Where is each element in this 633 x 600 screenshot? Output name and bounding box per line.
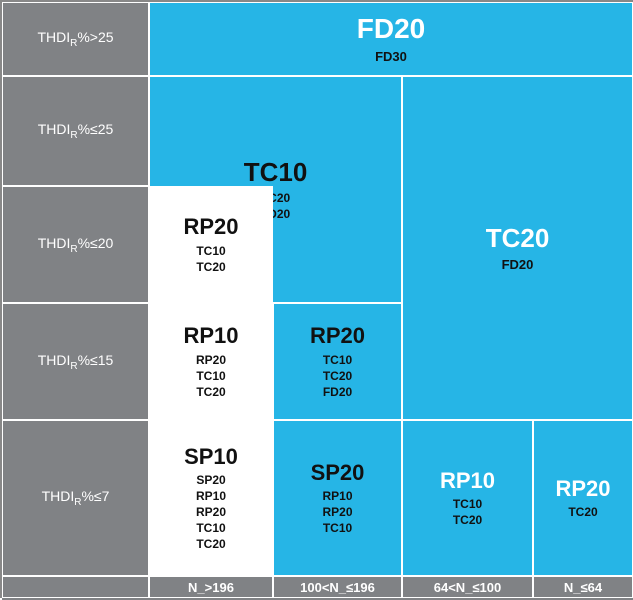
- row-header-3: THDIR%≤15: [2, 303, 149, 420]
- cell-subtitle: TC10: [453, 497, 482, 511]
- row-header-label: THDIR%≤25: [38, 121, 114, 141]
- col-header-0: N_>196: [149, 576, 273, 598]
- cell-subtitle: TC10: [323, 353, 352, 367]
- cell-subtitle: TC10: [196, 369, 225, 383]
- cell-subtitle: FD20: [323, 385, 352, 399]
- matrix-cell-5: RP20 TC10 TC20 FD20: [273, 303, 402, 420]
- cell-title: SP10: [184, 445, 238, 469]
- cell-subtitle: TC10: [323, 521, 352, 535]
- cell-subtitle: RP10: [196, 489, 226, 503]
- cell-subtitle: RP20: [196, 505, 226, 519]
- matrix-cell-6: SP10 SP20 RP10 RP20 TC10 TC20: [149, 420, 273, 576]
- matrix-cell-2: TC20 FD20: [402, 76, 633, 420]
- col-header-2: 64<N_≤100: [402, 576, 533, 598]
- cell-title: RP20: [183, 215, 238, 239]
- classification-matrix: THDIR%>25 THDIR%≤25 THDIR%≤20 THDIR%≤15 THDI…: [0, 0, 633, 598]
- cell-title: TC10: [244, 158, 308, 187]
- row-header-label: THDIR%≤7: [42, 488, 110, 508]
- col-header-3: N_≤64: [533, 576, 633, 598]
- cell-title: SP20: [311, 461, 365, 485]
- row-header-label: THDIR%>25: [37, 29, 113, 49]
- cell-subtitles: RP10 RP20 TC10: [322, 489, 352, 535]
- row-header-1: THDIR%≤25: [2, 76, 149, 186]
- cell-title: FD20: [357, 14, 425, 45]
- cell-subtitle: TC20: [196, 537, 225, 551]
- cell-title: RP20: [310, 324, 365, 348]
- cell-subtitle: RP10: [322, 489, 352, 503]
- col-header-spacer: [2, 576, 149, 598]
- cell-title: RP10: [183, 324, 238, 348]
- cell-subtitle: RP20: [322, 505, 352, 519]
- cell-subtitle: TC20: [453, 513, 482, 527]
- cell-subtitles: FD20: [502, 257, 534, 272]
- cell-subtitle: TC20: [196, 260, 225, 274]
- cell-subtitles: SP20 RP10 RP20 TC10 TC20: [196, 473, 226, 551]
- cell-subtitles: RP20 TC10 TC20: [196, 353, 226, 399]
- cell-subtitle: TC20: [568, 505, 597, 519]
- matrix-cell-0: FD20 FD30: [149, 2, 633, 76]
- matrix-cell-3: RP20 TC10 TC20: [149, 186, 273, 303]
- cell-subtitles: TC10 TC20: [453, 497, 482, 527]
- cell-title: TC20: [486, 224, 550, 253]
- col-header-1: 100<N_≤196: [273, 576, 402, 598]
- row-header-label: THDIR%≤15: [38, 352, 114, 372]
- cell-subtitle: TC20: [196, 385, 225, 399]
- cell-subtitle: TC20: [323, 369, 352, 383]
- row-header-4: THDIR%≤7: [2, 420, 149, 576]
- row-header-label: THDIR%≤20: [38, 235, 114, 255]
- row-header-0: THDIR%>25: [2, 2, 149, 76]
- cell-title: RP20: [555, 477, 610, 501]
- cell-subtitle: TC10: [196, 244, 225, 258]
- cell-subtitles: TC10 TC20: [196, 244, 225, 274]
- matrix-cell-9: RP20 TC20: [533, 420, 633, 576]
- matrix-cell-7: SP20 RP10 RP20 TC10: [273, 420, 402, 576]
- cell-subtitle: RP20: [196, 353, 226, 367]
- cell-subtitle: FD20: [502, 257, 534, 272]
- cell-subtitles: TC10 TC20 FD20: [323, 353, 352, 399]
- matrix-cell-8: RP10 TC10 TC20: [402, 420, 533, 576]
- cell-title: RP10: [440, 469, 495, 493]
- matrix-cell-4: RP10 RP20 TC10 TC20: [149, 303, 273, 420]
- cell-subtitle: FD30: [375, 49, 407, 64]
- cell-subtitles: FD30: [375, 49, 407, 64]
- cell-subtitle: TC10: [196, 521, 225, 535]
- cell-subtitles: TC20: [568, 505, 597, 519]
- cell-subtitle: SP20: [196, 473, 225, 487]
- row-header-2: THDIR%≤20: [2, 186, 149, 303]
